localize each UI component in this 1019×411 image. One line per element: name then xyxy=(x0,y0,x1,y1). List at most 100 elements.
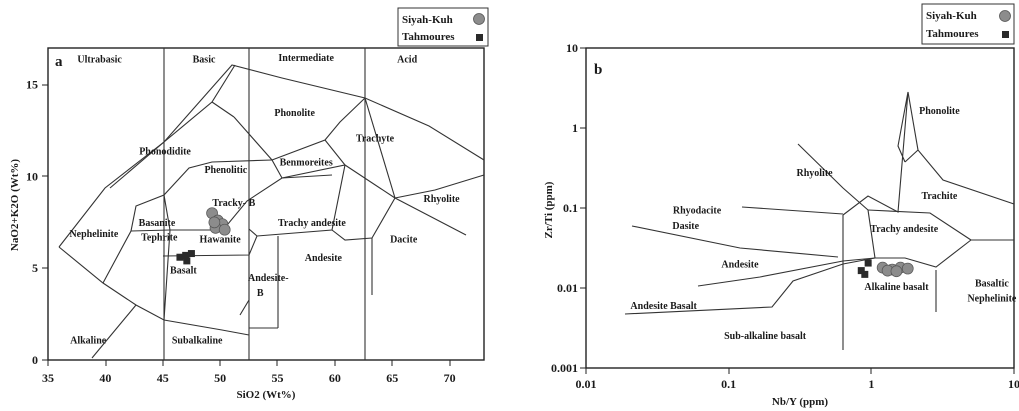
panel-b-legend-label-siyah-kuh: Siyah-Kuh xyxy=(926,10,977,22)
panel-a-x-tick-label-40: 40 xyxy=(99,371,111,385)
panel-b-data-points xyxy=(857,259,914,278)
panel-b-plot-frame xyxy=(585,47,1015,369)
panel-b-field-label-dasite: Dasite xyxy=(672,221,699,232)
panel-b-point-tahmoures-0 xyxy=(864,259,872,267)
panel-a-field-label-basalt: Basalt xyxy=(170,266,197,277)
panel-a-y-ticks xyxy=(42,84,48,361)
panel-a-field-labels: Ultrabasic Basic Intermediate Acid Phonolite… xyxy=(69,53,460,347)
panel-a-legend-label-tahmoures: Tahmoures xyxy=(402,31,455,43)
panel-a-field-label-tracky-b: Tracky- B xyxy=(212,198,255,209)
panel-b-y-tick-label-10: 10 xyxy=(566,41,578,55)
panel-b-field-labels: Phonolite Rhyolite Trachite Rhyodacite Dasit… xyxy=(630,106,1016,342)
panel-b-x-tick-label-0-01: 0.01 xyxy=(576,377,597,391)
panel-b-x-axis-label: Nb/Y (ppm) xyxy=(772,396,828,408)
panel-a-y-tick-labels: 0 5 10 15 xyxy=(26,78,38,367)
panel-b-field-label-rhyodacite: Rhyodacite xyxy=(673,206,722,217)
panel-a-legend-marker-tahmoures xyxy=(476,34,483,41)
panel-a-letter: a xyxy=(55,54,63,70)
tas-diagram-panel: a xyxy=(9,7,489,401)
panel-b-y-tick-label-1: 1 xyxy=(572,121,578,135)
panel-a-point-tahmoures-2 xyxy=(187,250,195,258)
panel-a-data-points xyxy=(176,207,231,265)
panel-a-field-label-ultrabasic: Ultrabasic xyxy=(77,55,122,66)
panel-b-field-label-alkaline-basalt: Alkaline basalt xyxy=(864,282,929,293)
panel-a-x-tick-labels: 35 40 45 50 55 60 65 70 xyxy=(42,371,456,385)
panel-a-plot-frame xyxy=(47,47,485,361)
panel-a-x-tick-label-65: 65 xyxy=(386,371,398,385)
panel-b-y-tick-label-0-1: 0.1 xyxy=(563,201,578,215)
panel-a-field-label-rhyolite: Rhyolite xyxy=(423,194,460,205)
panel-b-legend-marker-tahmoures xyxy=(1002,31,1009,38)
panel-b-point-siyah-kuh-5 xyxy=(890,265,903,278)
panel-a-field-label-basic: Basic xyxy=(193,55,216,66)
panel-a-y-tick-label-0: 0 xyxy=(32,353,38,367)
panel-a-field-label-andesite: Andesite- xyxy=(248,273,289,284)
panel-a-field-label-hawanite: Hawanite xyxy=(200,235,242,246)
panel-a-field-label-intermediate: Intermediate xyxy=(278,53,334,64)
panel-b-x-tick-label-0-1: 0.1 xyxy=(721,377,736,391)
panel-a-field-label-trachyte: Trachyte xyxy=(356,134,395,145)
panel-b-x-tick-label-10: 10 xyxy=(1008,377,1019,391)
panel-a-field-label-benmoreites: Benmoreites xyxy=(280,157,333,168)
panel-b-y-tick-labels: 0.001 0.01 0.1 1 10 xyxy=(551,41,578,375)
panel-b-y-axis-label: Zr/Ti (ppm) xyxy=(543,181,555,238)
panel-b-field-label-andesite: Andesite xyxy=(721,260,759,271)
panel-a-field-label-andesite: Andesite xyxy=(305,253,343,264)
panel-a-x-ticks xyxy=(47,360,451,366)
panel-b-y-tick-label-0-001: 0.001 xyxy=(551,361,578,375)
panel-b-point-tahmoures-1 xyxy=(857,267,865,275)
panel-a-field-label-phonodidite: Phonodidite xyxy=(139,146,191,157)
panel-a-field-label-nephelinite: Nephelinite xyxy=(69,229,118,240)
panel-b-legend-marker-siyah-kuh xyxy=(999,10,1011,22)
panel-b-y-tick-label-0-01: 0.01 xyxy=(557,281,578,295)
panel-a-field-boundaries xyxy=(58,48,485,360)
panel-a-field-label-phenolitic: Phenolitic xyxy=(204,165,247,176)
panel-a-point-siyah-kuh-5 xyxy=(208,216,221,229)
zrti-nby-diagram-panel: b 0.01 0.1 1 xyxy=(543,3,1019,408)
panel-b-field-label-phonolite: Phonolite xyxy=(919,106,960,117)
panel-a-field-label-phonolite: Phonolite xyxy=(274,108,315,119)
panel-b-x-ticks xyxy=(585,368,1015,374)
panel-a-point-siyah-kuh-4 xyxy=(218,223,231,236)
panel-a-field-label-tephrite: Tephrite xyxy=(141,233,178,244)
panel-b-field-boundaries xyxy=(624,91,1015,350)
panel-a-x-tick-label-45: 45 xyxy=(157,371,169,385)
panel-a-y-tick-label-5: 5 xyxy=(32,261,38,275)
panel-a-x-tick-label-50: 50 xyxy=(214,371,226,385)
panel-b-field-label-sub-alkaline-basalt: Sub-alkaline basalt xyxy=(724,331,807,342)
panel-a-point-tahmoures-3 xyxy=(182,251,190,259)
panel-a-point-tahmoures-1 xyxy=(183,257,191,265)
panel-a-x-tick-label-70: 70 xyxy=(444,371,456,385)
panel-b-x-tick-label-1: 1 xyxy=(868,377,874,391)
panel-b-point-siyah-kuh-3 xyxy=(901,262,914,275)
panel-a-y-axis-label: NaO2+K2O (Wt%) xyxy=(9,159,21,251)
panel-b-letter: b xyxy=(594,62,602,78)
panel-a-legend-marker-siyah-kuh xyxy=(473,13,485,25)
panel-a-y-tick-label-10: 10 xyxy=(26,169,38,183)
panel-b-field-label-trachite: Trachite xyxy=(921,191,957,202)
panel-a-field-label-dacite: Dacite xyxy=(390,235,418,246)
panel-a-x-tick-label-55: 55 xyxy=(271,371,283,385)
panel-a-field-label-subalkaline: Subalkaline xyxy=(172,335,223,346)
panel-a-point-tahmoures-0 xyxy=(176,253,184,261)
panel-b-field-label-nephelinite: Nephelinite xyxy=(967,293,1016,304)
panel-a-x-tick-label-35: 35 xyxy=(42,371,54,385)
panel-b-field-label-rhyolite: Rhyolite xyxy=(797,168,834,179)
panel-a-y-tick-label-15: 15 xyxy=(26,78,38,92)
panel-a-x-tick-label-60: 60 xyxy=(329,371,341,385)
panel-a-legend: Siyah-Kuh Tahmoures xyxy=(397,7,489,47)
panel-b-point-tahmoures-2 xyxy=(861,270,869,278)
panel-a-field-label-basanite: Basanite xyxy=(139,218,176,229)
panel-a-x-axis-label: SiO2 (Wt%) xyxy=(237,389,296,401)
panel-b-field-label-andesite-basalt: Andesite Basalt xyxy=(630,301,697,312)
panel-b-legend: Siyah-Kuh Tahmoures xyxy=(921,3,1015,45)
panel-a-legend-label-siyah-kuh: Siyah-Kuh xyxy=(402,14,453,26)
panel-b-x-tick-labels: 0.01 0.1 1 10 xyxy=(576,377,1019,391)
panel-a-field-label-trachy-andesite: Trachy andesite xyxy=(278,218,346,229)
panel-a-field-label-alkaline: Alkaline xyxy=(70,335,107,346)
panel-b-y-ticks xyxy=(580,47,586,369)
panel-b-field-label-basaltic: Basaltic xyxy=(975,278,1009,289)
panel-b-legend-label-tahmoures: Tahmoures xyxy=(926,28,979,40)
panel-a-field-label-b: B xyxy=(257,288,264,299)
